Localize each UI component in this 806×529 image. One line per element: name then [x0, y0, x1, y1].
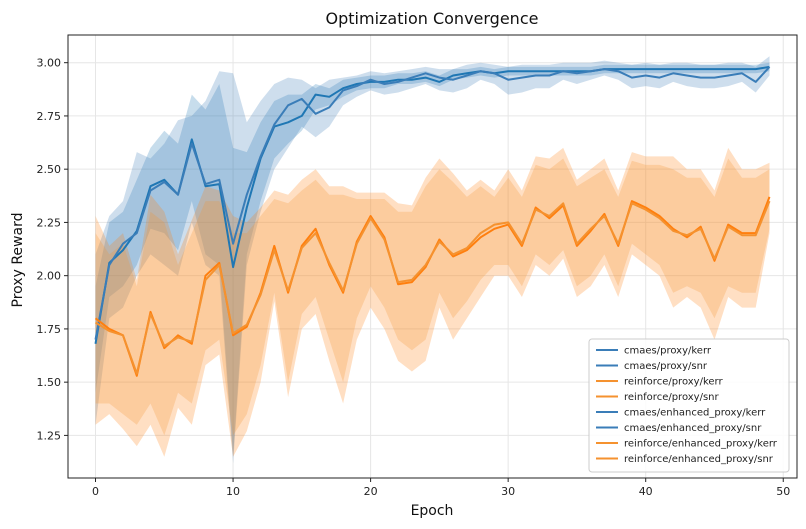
- band-cmaes-proxy-snr: [95, 56, 770, 464]
- line-cmaes-proxy-snr: [94, 66, 771, 340]
- legend-box: [588, 338, 790, 473]
- y-tick-label: 1.75: [37, 323, 62, 336]
- legend: cmaes/proxy/kerr cmaes/proxy/snr reinforce…: [588, 338, 790, 473]
- y-tick-label: 2.00: [37, 270, 62, 283]
- grid: [68, 35, 797, 478]
- x-axis-ticks: 0 10 20 30 40 50: [92, 478, 790, 498]
- chart-title: Optimization Convergence: [326, 9, 539, 28]
- y-axis-label: Proxy Reward: [10, 213, 26, 308]
- x-tick-label: 40: [639, 485, 653, 498]
- x-tick-label: 20: [364, 485, 378, 498]
- band-reinforce-proxy-snr: [95, 158, 770, 436]
- series-lines: [94, 65, 771, 377]
- x-tick-label: 10: [226, 485, 240, 498]
- y-tick-label: 2.50: [37, 163, 62, 176]
- plot-frame: [67, 34, 798, 479]
- y-axis-ticks: 1.25 1.50 1.75 2.00 2.25 2.50 2.75 3.00: [37, 57, 68, 442]
- legend-label: cmaes/proxy/snr: [624, 361, 708, 372]
- y-tick-label: 2.75: [37, 110, 62, 123]
- legend-label: cmaes/enhanced_proxy/kerr: [624, 408, 766, 419]
- y-tick-label: 2.25: [37, 216, 62, 229]
- line-cmaes-proxy-kerr: [94, 65, 770, 344]
- confidence-bands: [95, 56, 770, 464]
- y-tick-label: 1.50: [37, 376, 62, 389]
- y-tick-label: 3.00: [37, 57, 62, 70]
- band-cmaes-proxy-kerr: [95, 62, 770, 457]
- legend-label: reinforce/enhanced_proxy/kerr: [624, 439, 778, 450]
- legend-label: reinforce/proxy/snr: [624, 392, 720, 403]
- x-tick-label: 50: [776, 485, 790, 498]
- legend-label: reinforce/enhanced_proxy/snr: [624, 454, 774, 465]
- x-tick-label: 30: [501, 485, 515, 498]
- x-tick-label: 0: [92, 485, 99, 498]
- legend-label: reinforce/proxy/kerr: [624, 377, 723, 388]
- band-reinforce-proxy-kerr: [95, 147, 770, 457]
- x-axis-label: Epoch: [411, 503, 454, 519]
- legend-label: cmaes/enhanced_proxy/snr: [624, 423, 762, 434]
- line-reinforce-proxy-snr: [94, 200, 771, 375]
- legend-label: cmaes/proxy/kerr: [624, 346, 712, 357]
- y-tick-label: 1.25: [37, 429, 62, 442]
